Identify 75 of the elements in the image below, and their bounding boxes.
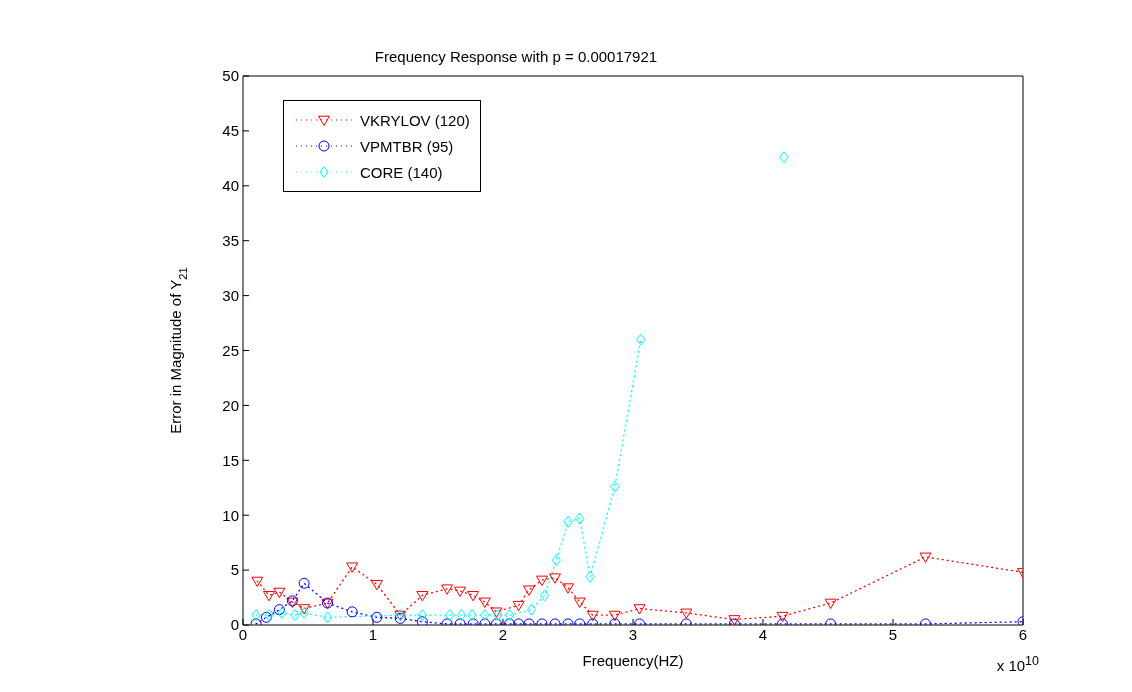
- point: [298, 577, 310, 589]
- point: [346, 562, 359, 573]
- point: [290, 609, 300, 622]
- point: [563, 515, 573, 528]
- x-tick-label: 1: [368, 625, 378, 643]
- point: [370, 580, 383, 591]
- point: [919, 552, 932, 563]
- point: [526, 603, 537, 616]
- y-tick-label: 10: [222, 506, 239, 524]
- point: [562, 583, 574, 594]
- point: [824, 598, 837, 610]
- y-tick-label: 45: [222, 122, 239, 140]
- point: [251, 609, 261, 622]
- point: [277, 606, 287, 619]
- y-tick-label: 20: [222, 396, 239, 414]
- point: [478, 597, 491, 608]
- point: [322, 611, 333, 624]
- y-tick-label: 40: [222, 177, 239, 195]
- point: [480, 609, 490, 622]
- point: [680, 608, 693, 619]
- point: [467, 609, 477, 622]
- point: [264, 609, 274, 622]
- point: [608, 610, 621, 622]
- legend-label: VPMTBR (95): [360, 137, 454, 155]
- y-tick-label: 50: [222, 67, 239, 85]
- point: [636, 333, 646, 346]
- point: [504, 609, 515, 622]
- y-tick-label: 25: [222, 341, 239, 359]
- point: [549, 573, 561, 584]
- point: [575, 512, 585, 525]
- point: [456, 609, 467, 622]
- point: [512, 600, 525, 612]
- point: [523, 585, 535, 596]
- x-tick-label: 5: [888, 625, 898, 643]
- y-tick-label: 30: [222, 286, 239, 304]
- point: [263, 591, 275, 602]
- point: [779, 151, 789, 164]
- y-tick-label: 35: [222, 232, 239, 250]
- point: [454, 586, 467, 597]
- point: [536, 575, 548, 586]
- x-tick-label: 6: [1018, 625, 1028, 643]
- x-axis-title: Frequency(HZ): [582, 652, 684, 669]
- point: [441, 584, 454, 595]
- point: [467, 591, 480, 602]
- point: [417, 609, 428, 622]
- point: [416, 616, 428, 625]
- chart-title: Frequency Response with p = 0.00017921: [374, 48, 658, 65]
- x-tick-label: 4: [758, 625, 768, 643]
- y-tick-label: 15: [222, 451, 239, 469]
- point: [346, 606, 358, 618]
- point: [490, 607, 503, 618]
- point: [493, 609, 503, 622]
- point: [251, 576, 264, 588]
- point: [633, 604, 646, 615]
- point: [573, 597, 586, 608]
- point: [273, 604, 285, 616]
- point: [585, 570, 595, 583]
- legend-label: VKRYLOV (120): [360, 111, 470, 129]
- point: [539, 589, 550, 602]
- point: [273, 587, 286, 599]
- x-tick-label: 2: [498, 625, 508, 643]
- point: [610, 480, 620, 493]
- point: [260, 611, 272, 623]
- point: [551, 554, 561, 567]
- point: [298, 604, 311, 615]
- point: [776, 611, 789, 623]
- point: [416, 591, 429, 602]
- point: [586, 610, 599, 622]
- x-tick-label: 3: [628, 625, 638, 643]
- text: x 10$^{10}$: [996, 654, 1039, 674]
- point: [371, 611, 383, 623]
- y-tick-label: 5: [230, 561, 239, 579]
- legend-label: CORE (140): [360, 163, 443, 181]
- point: [299, 606, 309, 619]
- point: [445, 609, 455, 622]
